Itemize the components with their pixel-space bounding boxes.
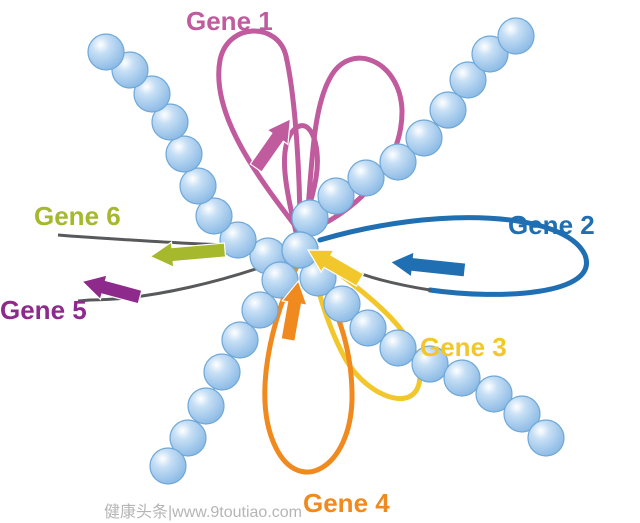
bead xyxy=(528,420,564,456)
gene-arrow xyxy=(389,250,466,283)
bead xyxy=(88,34,124,70)
bead xyxy=(380,330,416,366)
diagram-svg xyxy=(0,0,640,523)
bead xyxy=(222,322,258,358)
label-gene4: Gene 4 xyxy=(303,488,390,519)
bead xyxy=(242,292,278,328)
bead xyxy=(348,160,384,196)
strand-tip xyxy=(58,235,70,236)
label-gene2: Gene 2 xyxy=(508,210,595,241)
gene-arrow xyxy=(246,112,301,176)
label-gene3: Gene 3 xyxy=(420,332,507,363)
label-gene6: Gene 6 xyxy=(34,201,121,232)
gene-arrow xyxy=(79,269,143,309)
watermark-text: 健康头条|www.9toutiao.com xyxy=(104,498,302,522)
bead xyxy=(188,388,224,424)
bead xyxy=(406,120,442,156)
label-gene1: Gene 1 xyxy=(186,6,273,37)
bead xyxy=(150,448,186,484)
bead xyxy=(166,136,202,172)
bead xyxy=(444,360,480,396)
bead xyxy=(498,18,534,54)
bead xyxy=(350,310,386,346)
diagram-stage: Gene 1 Gene 2 Gene 3 Gene 4 Gene 5 Gene … xyxy=(0,0,640,523)
bead xyxy=(180,168,216,204)
label-gene5: Gene 5 xyxy=(0,295,87,326)
bead xyxy=(430,92,466,128)
bead xyxy=(204,354,240,390)
